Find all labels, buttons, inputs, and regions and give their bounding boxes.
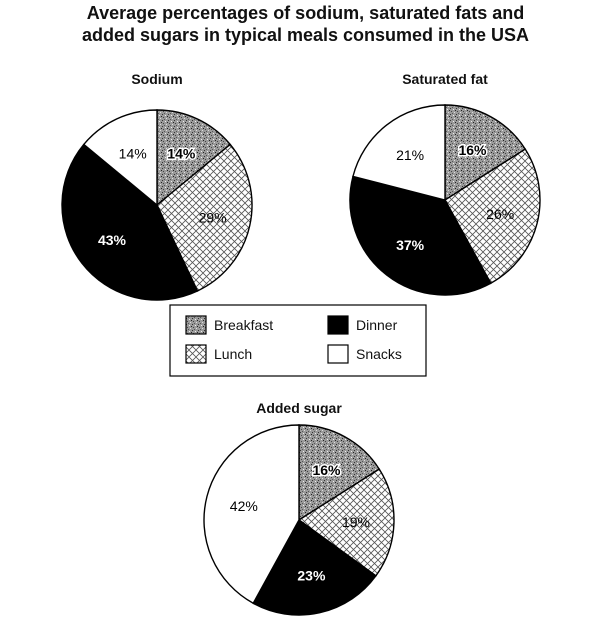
pie-slice-saturated-fat-lunch (444, 148, 541, 285)
pie-charts: Sodium 14% 29% 43% 14% Saturated fat 16% 26% 37%… (61, 71, 541, 616)
legend-label-breakfast: Breakfast (214, 317, 273, 333)
pie-label-added-sugar-snacks: 42% (230, 498, 258, 514)
legend: Breakfast Lunch Dinner Snacks (169, 304, 427, 377)
pie-slice-added-sugar-dinner (252, 518, 377, 616)
chart-title-line-1: Average percentages of sodium, saturated… (86, 3, 525, 23)
pie-title-saturated-fat: Saturated fat (402, 71, 488, 87)
pie-slice-added-sugar-snacks (203, 424, 300, 605)
legend-label-snacks: Snacks (356, 346, 402, 362)
pie-slice-sodium-snacks (82, 109, 158, 207)
pie-sodium: Sodium 14% 29% 43% 14% (61, 71, 253, 301)
pie-label-saturated-fat-breakfast: 16% (458, 142, 487, 158)
chart-title-line-2: added sugars in typical meals consumed i… (81, 25, 530, 45)
legend-box (169, 304, 427, 377)
legend-swatch-breakfast (185, 315, 207, 335)
chart-title: Average percentages of sodium, saturated… (0, 2, 611, 46)
pie-slice-sodium-dinner (61, 143, 199, 301)
pie-slice-saturated-fat-snacks (352, 104, 446, 201)
pie-label-saturated-fat-dinner: 37% (396, 237, 425, 253)
pie-slice-saturated-fat-dinner (349, 175, 492, 296)
pie-title-sodium: Sodium (131, 71, 182, 87)
pie-label-added-sugar-breakfast: 16% (312, 462, 341, 478)
pie-slice-sodium-breakfast (156, 109, 232, 207)
pie-slice-added-sugar-lunch (297, 468, 395, 577)
pie-title-added-sugar: Added sugar (256, 400, 342, 416)
pie-label-sodium-snacks: 14% (119, 145, 147, 161)
pie-label-sodium-dinner: 43% (98, 232, 127, 248)
pie-label-added-sugar-dinner: 23% (297, 568, 326, 584)
pie-label-sodium-lunch: 29% (199, 209, 227, 225)
legend-label-dinner: Dinner (356, 317, 398, 333)
legend-swatch-snacks (327, 344, 349, 364)
pie-added-sugar: Added sugar 16% 19% 23% 42% (203, 400, 395, 616)
pie-label-saturated-fat-snacks: 21% (396, 147, 424, 163)
legend-swatch-dinner (327, 315, 349, 335)
pie-label-sodium-breakfast: 14% (167, 145, 196, 161)
pie-slice-saturated-fat-breakfast (444, 104, 527, 202)
pie-saturated-fat: Saturated fat 16% 26% 37% 21% (349, 71, 541, 296)
pie-label-added-sugar-lunch: 19% (342, 514, 370, 530)
legend-swatch-lunch (185, 344, 207, 364)
pie-slice-added-sugar-breakfast (298, 424, 381, 522)
legend-label-lunch: Lunch (214, 346, 252, 362)
pie-label-saturated-fat-lunch: 26% (486, 206, 514, 222)
